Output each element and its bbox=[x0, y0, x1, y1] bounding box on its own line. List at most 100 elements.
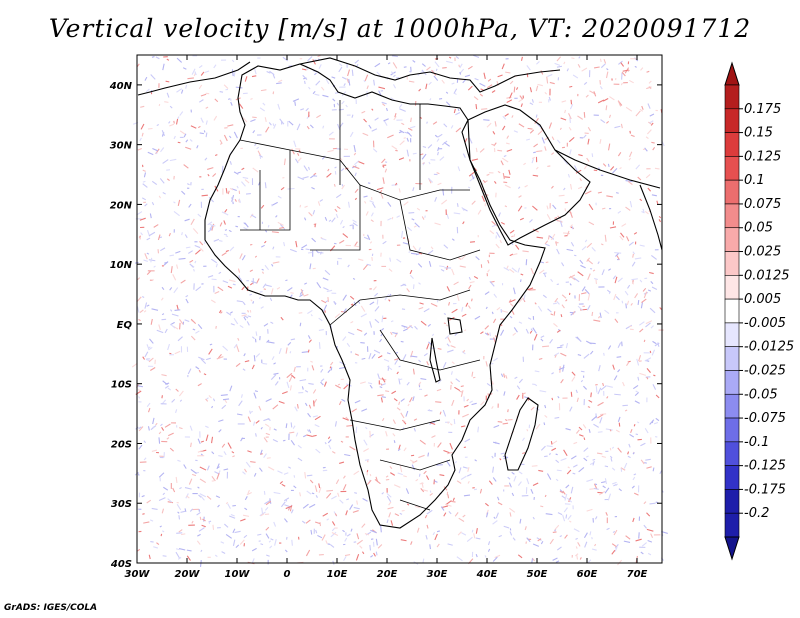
field-speck bbox=[158, 472, 165, 478]
field-speck bbox=[156, 542, 160, 546]
field-speck bbox=[301, 244, 308, 249]
field-speck bbox=[317, 55, 321, 58]
field-speck bbox=[502, 157, 509, 163]
field-speck bbox=[464, 329, 467, 332]
field-speck bbox=[388, 299, 391, 302]
field-speck bbox=[446, 286, 451, 292]
field-speck bbox=[422, 145, 427, 148]
field-speck bbox=[591, 153, 594, 158]
field-speck bbox=[283, 158, 286, 166]
field-speck bbox=[244, 468, 248, 473]
field-speck bbox=[475, 537, 481, 540]
field-speck bbox=[602, 98, 609, 102]
field-speck bbox=[500, 373, 504, 377]
field-speck bbox=[254, 390, 258, 393]
field-speck bbox=[612, 364, 615, 370]
field-speck bbox=[243, 227, 248, 230]
field-speck bbox=[401, 325, 408, 328]
field-speck bbox=[558, 366, 565, 371]
field-speck bbox=[292, 98, 300, 102]
field-speck bbox=[430, 246, 434, 250]
field-speck bbox=[161, 508, 165, 514]
field-speck bbox=[211, 476, 216, 482]
field-speck bbox=[580, 379, 584, 383]
field-speck bbox=[448, 302, 451, 306]
field-speck bbox=[561, 294, 567, 299]
field-speck bbox=[311, 365, 315, 371]
field-speck bbox=[225, 501, 229, 505]
field-speck bbox=[427, 144, 433, 149]
field-speck bbox=[254, 255, 258, 258]
field-speck bbox=[264, 240, 267, 244]
field-speck bbox=[615, 192, 619, 194]
field-speck bbox=[596, 452, 603, 455]
field-speck bbox=[555, 560, 560, 563]
field-speck bbox=[514, 376, 518, 380]
field-speck bbox=[509, 268, 515, 274]
field-speck bbox=[380, 328, 385, 331]
field-speck bbox=[445, 503, 452, 507]
field-speck bbox=[307, 56, 313, 62]
field-speck bbox=[556, 65, 563, 68]
field-speck bbox=[205, 425, 209, 429]
field-speck bbox=[451, 268, 455, 276]
field-speck bbox=[513, 233, 516, 237]
field-speck bbox=[412, 187, 415, 192]
field-speck bbox=[244, 179, 250, 184]
colorbar-top-arrow bbox=[724, 61, 740, 86]
field-speck bbox=[297, 444, 302, 449]
field-speck bbox=[167, 501, 174, 504]
field-speck bbox=[434, 533, 438, 541]
field-speck bbox=[262, 362, 268, 365]
field-speck bbox=[175, 250, 181, 254]
field-speck bbox=[539, 269, 545, 274]
field-speck bbox=[197, 533, 201, 537]
field-speck bbox=[336, 102, 340, 106]
field-speck bbox=[254, 143, 257, 147]
field-speck bbox=[646, 70, 650, 73]
field-speck bbox=[628, 157, 632, 161]
field-speck bbox=[253, 472, 257, 477]
field-speck bbox=[543, 422, 546, 426]
field-speck bbox=[568, 112, 572, 120]
field-speck bbox=[312, 90, 316, 95]
field-speck bbox=[466, 473, 472, 477]
field-speck bbox=[145, 358, 150, 362]
field-speck bbox=[217, 353, 222, 359]
field-speck bbox=[386, 492, 392, 498]
field-speck bbox=[222, 280, 229, 284]
field-speck bbox=[418, 454, 425, 459]
field-speck bbox=[464, 438, 471, 443]
field-speck bbox=[372, 202, 376, 208]
field-speck bbox=[346, 383, 352, 387]
field-speck bbox=[571, 57, 575, 60]
field-speck bbox=[399, 465, 403, 473]
field-speck bbox=[412, 460, 418, 464]
field-speck bbox=[569, 520, 572, 523]
field-speck bbox=[485, 306, 488, 310]
field-speck bbox=[522, 392, 526, 395]
field-speck bbox=[390, 331, 393, 335]
field-speck bbox=[594, 277, 599, 281]
field-speck bbox=[555, 241, 558, 246]
field-speck bbox=[611, 543, 617, 548]
field-speck bbox=[604, 487, 610, 494]
field-speck bbox=[392, 433, 396, 437]
field-speck bbox=[164, 101, 169, 103]
field-speck bbox=[229, 515, 236, 519]
field-speck bbox=[569, 104, 574, 110]
field-speck bbox=[271, 231, 279, 234]
field-speck bbox=[191, 520, 194, 524]
field-speck bbox=[326, 289, 333, 293]
field-speck bbox=[161, 130, 166, 137]
field-speck bbox=[436, 388, 442, 392]
field-speck bbox=[360, 313, 367, 318]
field-speck bbox=[571, 376, 576, 382]
field-speck bbox=[505, 71, 511, 74]
field-speck bbox=[203, 373, 207, 376]
field-speck bbox=[253, 392, 257, 399]
field-speck bbox=[508, 299, 512, 303]
field-speck bbox=[233, 71, 236, 77]
field-speck bbox=[361, 408, 368, 412]
field-speck bbox=[334, 208, 338, 213]
